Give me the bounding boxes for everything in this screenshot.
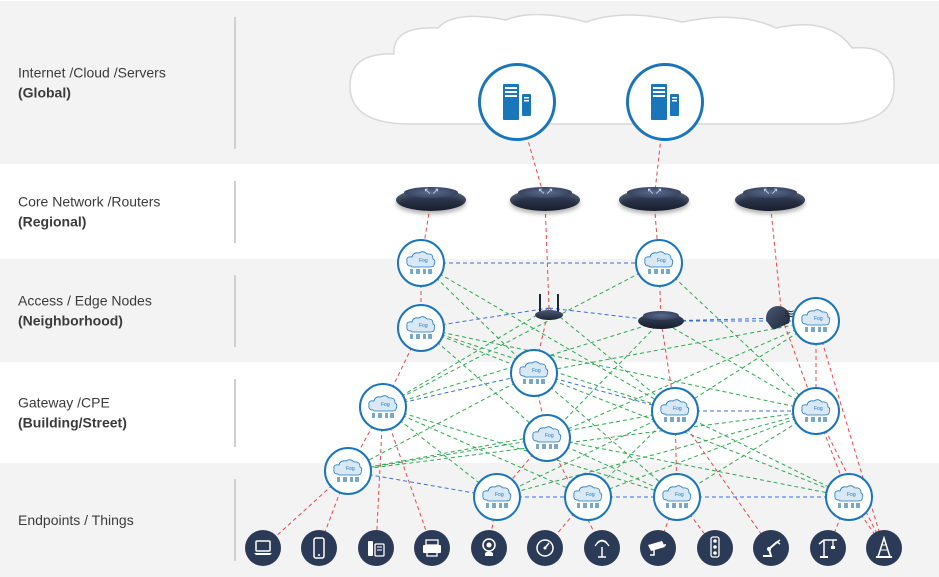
fog-node-icon: Fog <box>653 473 701 521</box>
server-icon <box>626 63 704 141</box>
fog-node-icon: Fog <box>473 473 521 521</box>
tier-label: Internet /Cloud /Servers(Global) <box>18 63 166 104</box>
tier-label: Gateway /CPE(Building/Street) <box>18 393 127 434</box>
cloud-shape <box>330 14 910 150</box>
cctv-icon <box>640 530 676 566</box>
printer-icon <box>414 530 450 566</box>
tier-separator <box>234 181 236 243</box>
phone-icon <box>301 530 337 566</box>
ap-icon <box>529 294 569 322</box>
fog-node-icon: Fog <box>324 447 372 495</box>
fog-node-icon: Fog <box>510 349 558 397</box>
tier-label: Core Network /Routers(Regional) <box>18 192 160 233</box>
svg-text:Fog: Fog <box>419 258 428 264</box>
tier-label: Access / Edge Nodes(Neighborhood) <box>18 291 152 332</box>
fog-node-icon: Fog <box>635 239 683 287</box>
svg-text:Fog: Fog <box>673 406 682 412</box>
tier-separator <box>234 17 236 149</box>
fog-node-icon: Fog <box>397 239 445 287</box>
svg-text:Fog: Fog <box>586 492 595 498</box>
fog-node-icon: Fog <box>397 304 445 352</box>
tier-label: Endpoints / Things <box>18 510 134 530</box>
svg-text:Fog: Fog <box>381 402 390 408</box>
fog-node-icon: Fog <box>564 473 612 521</box>
fog-node-icon: Fog <box>792 387 840 435</box>
router-icon: ↖ ↗ <box>510 189 580 211</box>
oilrig-icon <box>866 530 902 566</box>
tier-separator <box>234 479 236 561</box>
fog-node-icon: Fog <box>359 383 407 431</box>
tier-separator <box>234 275 236 347</box>
svg-text:Fog: Fog <box>657 258 666 264</box>
crane-icon <box>810 530 846 566</box>
svg-text:Fog: Fog <box>814 406 823 412</box>
fog-node-icon: Fog <box>825 473 873 521</box>
mini-router-icon <box>638 313 684 329</box>
tier-separator <box>234 379 236 447</box>
svg-text:Fog: Fog <box>419 323 428 329</box>
fog-node-icon: Fog <box>792 297 840 345</box>
router-icon: ↖ ↗ <box>396 189 466 211</box>
webcam-icon <box>471 530 507 566</box>
router-icon: ↖ ↗ <box>619 189 689 211</box>
fog-node-icon: Fog <box>651 387 699 435</box>
svg-text:Fog: Fog <box>847 492 856 498</box>
deskphone-icon <box>358 530 394 566</box>
laptop-icon <box>245 530 281 566</box>
tier-t2: Core Network /Routers(Regional) <box>0 164 939 259</box>
svg-text:Fog: Fog <box>495 492 504 498</box>
robotarm-icon <box>753 530 789 566</box>
svg-text:Fog: Fog <box>814 316 823 322</box>
svg-text:Fog: Fog <box>545 433 554 439</box>
svg-text:Fog: Fog <box>532 368 541 374</box>
antenna-icon <box>584 530 620 566</box>
fog-node-icon: Fog <box>523 414 571 462</box>
gauge-icon <box>527 530 563 566</box>
svg-text:Fog: Fog <box>346 466 355 472</box>
traffic-icon <box>697 530 733 566</box>
server-icon <box>478 63 556 141</box>
tier-t5: Endpoints / Things <box>0 462 939 577</box>
router-icon: ↖ ↗ <box>735 189 805 211</box>
svg-text:Fog: Fog <box>675 492 684 498</box>
